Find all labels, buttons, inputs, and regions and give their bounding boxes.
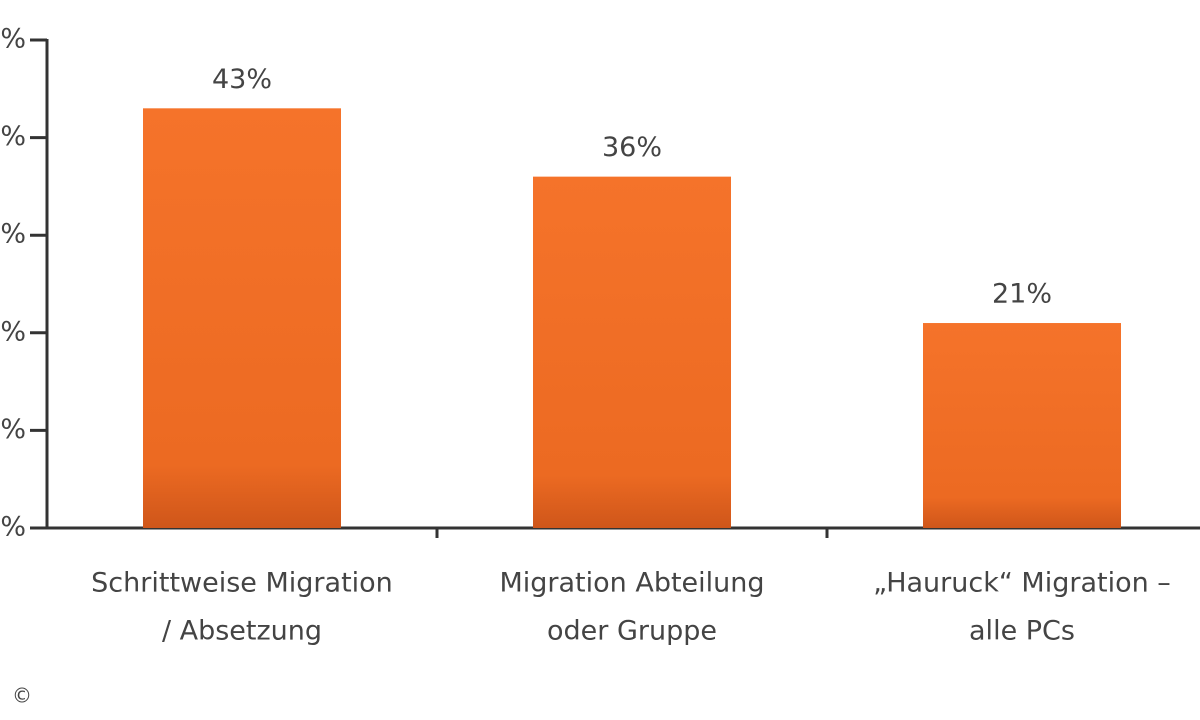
value-label: 21%	[992, 279, 1052, 310]
x-tick-label: / Absetzung	[162, 616, 322, 647]
y-tick-label: 10%	[0, 414, 26, 445]
x-tick-label: oder Gruppe	[547, 616, 717, 647]
y-tick-label: 50%	[0, 24, 26, 55]
copyright: ©	[12, 684, 32, 708]
bar	[143, 108, 341, 528]
y-tick-label: 20%	[0, 316, 26, 347]
value-label: 43%	[212, 64, 272, 95]
value-label: 36%	[602, 132, 662, 163]
x-tick-label: alle PCs	[969, 616, 1075, 647]
bar	[923, 323, 1121, 528]
x-tick-label: „Hauruck“ Migration –	[873, 568, 1171, 599]
bar	[533, 176, 731, 528]
y-tick-label: 40%	[0, 121, 26, 152]
y-tick-label: 30%	[0, 219, 26, 250]
y-tick-label: 0%	[0, 512, 26, 543]
x-tick-label: Schrittweise Migration	[91, 568, 393, 599]
x-tick-label: Migration Abteilung	[499, 568, 764, 599]
